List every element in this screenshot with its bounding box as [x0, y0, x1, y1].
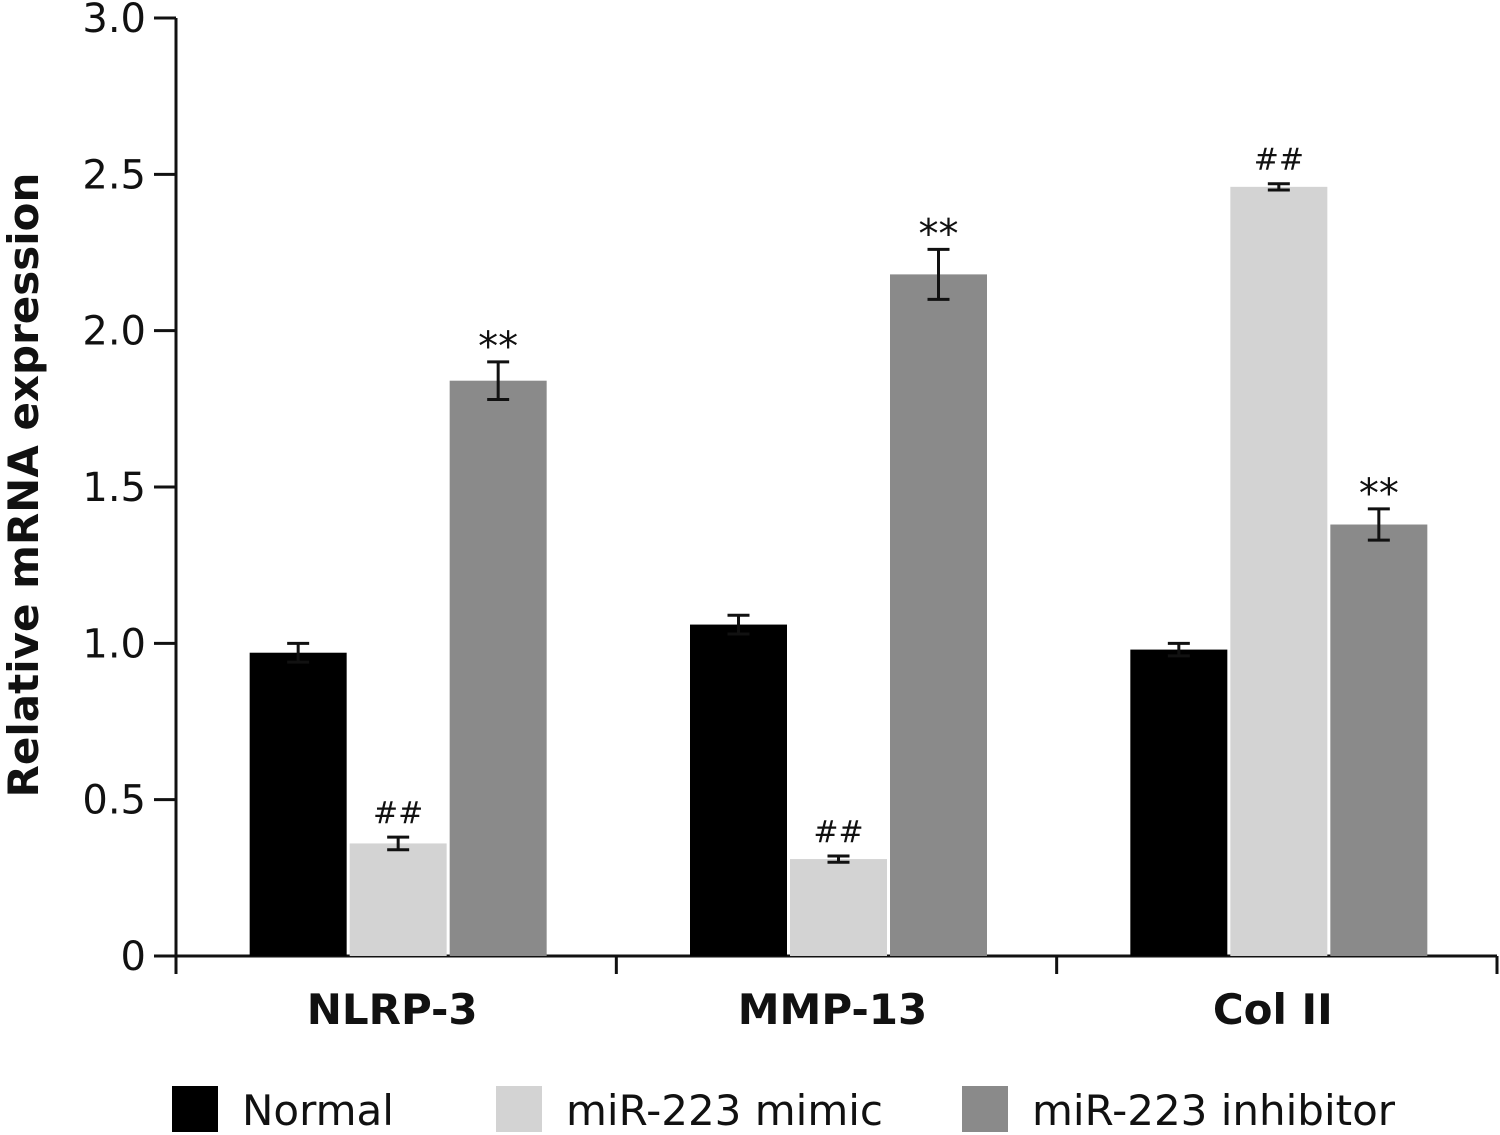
plot-area: 0 0.5 1.0 1.5 2.0 2.5 3.0 ## ** NLRP-3 ## ** MMP-13 #…: [82, 0, 1499, 1034]
bar: [790, 859, 887, 956]
y-tick-label: 0: [121, 934, 146, 980]
y-tick-label: 2.5: [82, 152, 146, 198]
y-tick-label: 3.0: [82, 0, 146, 42]
category-label: Col II: [1213, 985, 1333, 1034]
y-tick-label: 1.0: [82, 621, 146, 667]
bar: [890, 274, 987, 956]
significance-label: **: [919, 211, 959, 257]
legend-label: miR-223 mimic: [566, 1086, 883, 1135]
significance-label: ##: [1254, 143, 1304, 178]
legend-label: Normal: [242, 1086, 394, 1135]
significance-label: ##: [373, 796, 423, 831]
legend-swatch: [172, 1086, 218, 1132]
y-tick-label: 2.0: [82, 309, 146, 355]
bar: [449, 380, 547, 956]
y-tick-label: 1.5: [82, 465, 146, 511]
y-tick-label: 0.5: [82, 778, 146, 824]
bar: [1130, 649, 1228, 956]
bar: [1230, 186, 1328, 957]
legend-label: miR-223 inhibitor: [1032, 1086, 1396, 1135]
significance-label: **: [478, 324, 518, 370]
significance-label: **: [1359, 471, 1399, 517]
legend: Normal miR-223 mimic miR-223 inhibitor: [172, 1086, 1396, 1135]
bar: [349, 843, 447, 956]
bar: [249, 652, 347, 956]
bar: [1330, 524, 1428, 956]
category-label: MMP-13: [738, 985, 928, 1034]
legend-swatch: [962, 1086, 1008, 1132]
legend-swatch: [496, 1086, 542, 1132]
significance-label: ##: [813, 815, 863, 850]
category-label: NLRP-3: [307, 985, 478, 1034]
y-axis-title: Relative mRNA expression: [0, 173, 48, 798]
bar: [690, 624, 787, 956]
